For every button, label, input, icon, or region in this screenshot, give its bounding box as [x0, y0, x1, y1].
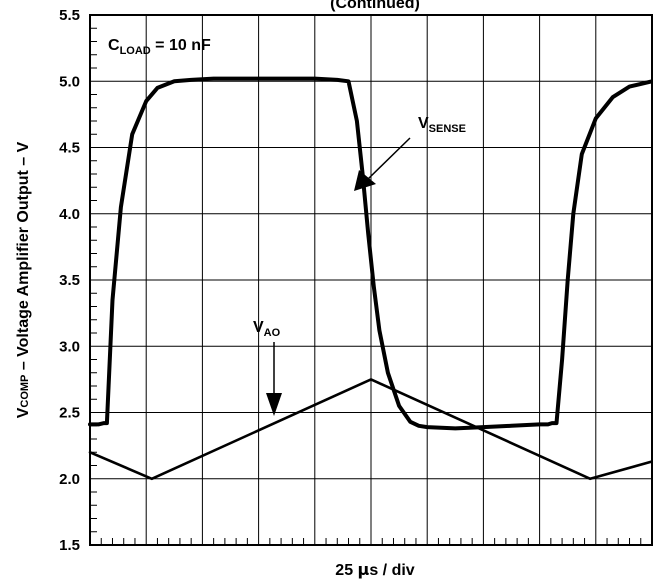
series-line-v-sense [88, 76, 653, 431]
vao-sub: AO [264, 327, 281, 339]
vao-annotation: VAO [253, 319, 281, 339]
x-axis-label-suffix: s / div [369, 562, 414, 579]
minor-ticks [90, 27, 642, 545]
y-axis-label-main: V [15, 407, 32, 418]
vsense-arrowhead [354, 170, 376, 191]
y-tick-label: 5.0 [59, 73, 80, 90]
y-tick-label: 1.5 [59, 537, 80, 554]
chart-title: (Continued) [330, 0, 420, 12]
cload-rest: = 10 nF [151, 37, 211, 54]
y-axis-label: VCOMP – Voltage Amplifier Output – V [15, 141, 32, 418]
y-tick-labels: 1.5 2.0 2.5 3.0 3.5 4.0 4.5 5.0 5.5 [59, 7, 80, 554]
y-axis-label-sub: COMP [19, 375, 31, 408]
cload-sub: LOAD [120, 45, 151, 57]
y-tick-label: 3.0 [59, 338, 80, 355]
y-axis-label-rest: – Voltage Amplifier Output – V [15, 141, 32, 374]
vsense-sub: SENSE [429, 123, 466, 135]
series-layer [88, 76, 653, 481]
y-tick-label: 2.0 [59, 471, 80, 488]
x-axis-label-prefix: 25 [335, 562, 357, 579]
vsense-arrow-shaft [366, 137, 411, 181]
y-tick-label: 4.5 [59, 140, 80, 157]
x-axis-label: 25 µs / div [335, 560, 414, 579]
series-line-v-ao [88, 378, 653, 481]
cload-main: C [108, 37, 120, 54]
x-axis-label-symbol: µ [358, 560, 370, 579]
vsense-main: V [418, 115, 429, 132]
y-tick-label: 4.0 [59, 206, 80, 223]
y-tick-label: 5.5 [59, 7, 80, 24]
grid [90, 15, 652, 545]
y-tick-label: 3.5 [59, 272, 80, 289]
y-tick-label: 2.5 [59, 405, 80, 422]
plot-frame [89, 14, 653, 546]
cload-annotation: CLOAD = 10 nF [108, 37, 211, 57]
vao-arrowhead [266, 393, 282, 416]
vao-main: V [253, 319, 264, 336]
vsense-annotation: VSENSE [418, 115, 466, 135]
